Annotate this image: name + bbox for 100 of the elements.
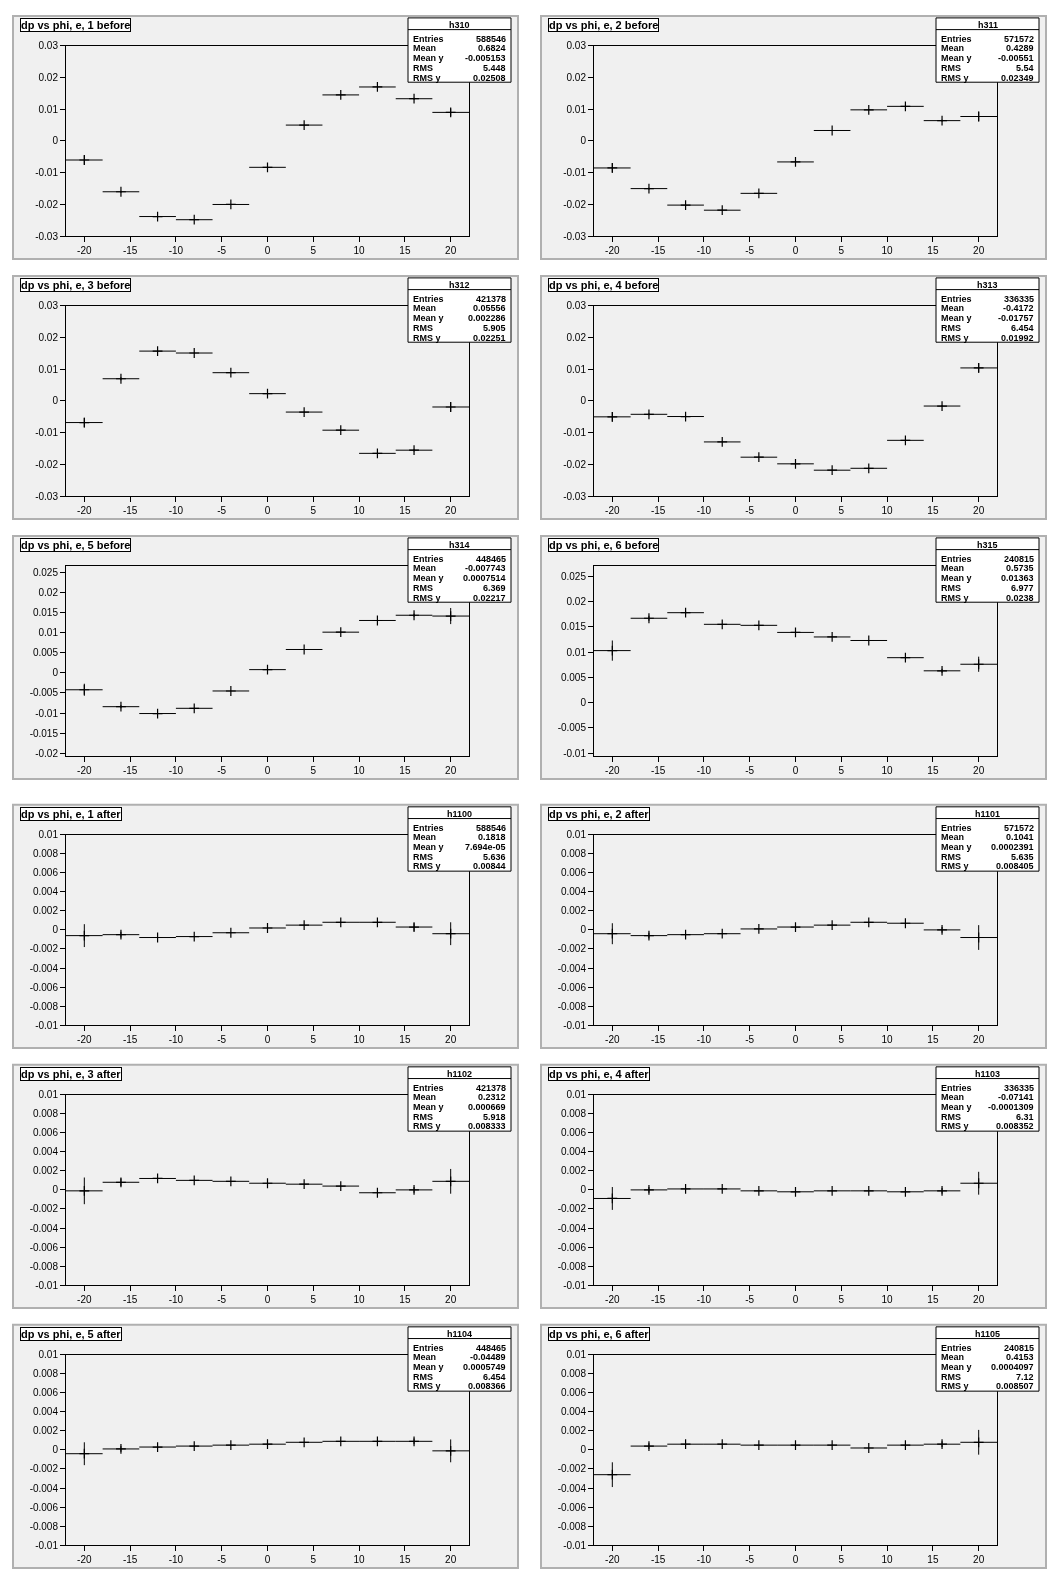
point [753,619,765,631]
point [335,89,347,101]
text: h315 [977,540,998,550]
y-tick-label: -0.02 [35,747,59,759]
point [753,187,765,199]
x-tick-label: -5 [745,505,755,517]
y-tick-label: 0.01 [38,103,59,115]
y-tick-label: 0.01 [566,829,587,841]
x-tick-label: -10 [168,1294,184,1306]
y-tick-label: 0.002 [32,1165,59,1177]
point [335,424,347,436]
point [606,1192,618,1204]
x-tick-label: -15 [650,505,666,517]
text: RMS y 0.008405 [941,861,1034,871]
text: Entries 571572 [941,34,1035,44]
text: Entries 588546 [413,823,507,833]
x-tick-label: 5 [838,1554,845,1566]
point [936,400,948,412]
point [262,388,273,400]
y-tick-label: -0.006 [29,981,59,993]
x-tick-label: 20 [445,245,457,257]
y-tick-label: -0.004 [557,962,587,974]
x-tick-label: -10 [168,505,184,517]
text: h1102 [447,1069,473,1079]
x-tick-label: -5 [745,245,755,257]
x-tick-label: 0 [264,1034,271,1046]
x-tick-label: -15 [122,1294,138,1306]
x-tick-label: 20 [973,1554,985,1566]
y-tick-label: -0.01 [563,427,587,439]
text: Mean y 0.002286 [413,313,506,323]
text: Mean -0.07141 [941,1092,1034,1102]
y-tick-label: -0.008 [557,1520,587,1532]
chart-title: dp vs phi, e, 3 after [21,1068,122,1080]
point [899,1439,911,1451]
text: RMS 5.54 [941,63,1034,73]
point [680,1438,692,1450]
y-tick-label: 0.02 [38,586,59,598]
chart-title: dp vs phi, e, 6 after [549,1328,650,1340]
text: h311 [978,20,999,30]
point [716,618,728,630]
point [408,609,420,621]
x-tick-label: -5 [217,1034,227,1046]
point [188,347,200,359]
point [188,702,200,714]
text: RMS 6.369 [413,583,506,593]
text: Mean 0.2312 [413,1092,506,1102]
point [973,1436,985,1448]
point [826,464,838,476]
y-tick-label: 0 [580,135,587,147]
text: RMS 5.905 [413,323,506,333]
text: Mean y 0.01363 [941,573,1034,583]
y-tick-label: 0.02 [38,331,59,343]
y-tick-label: -0.002 [557,1203,587,1215]
x-tick-label: -5 [745,765,755,777]
y-tick-label: -0.008 [557,1260,587,1272]
x-tick-label: -10 [696,245,712,257]
chart-title: dp vs phi, e, 2 after [549,808,650,820]
point [973,658,985,670]
text: RMS y 0.0238 [941,593,1034,603]
point [716,436,728,448]
point [899,434,911,446]
text: RMS 6.977 [941,583,1034,593]
x-tick-label: -20 [605,1294,620,1306]
y-tick-label: -0.008 [29,1260,59,1272]
y-tick-label: -0.004 [29,1222,59,1234]
y-tick-label: 0.025 [32,566,59,578]
y-tick-label: 0.01 [566,363,587,375]
y-tick-label: 0.01 [566,646,587,658]
y-tick-label: -0.004 [557,1222,587,1234]
text: RMS y 0.02508 [413,73,506,83]
x-tick-label: 0 [792,1034,799,1046]
y-tick-label: -0.01 [35,707,59,719]
chart-title: dp vs phi, e, 3 before [21,279,131,291]
point [445,610,457,622]
x-tick-label: -5 [217,245,227,257]
text: Mean y 0.0005749 [413,1362,506,1372]
point [298,406,310,418]
y-tick-label: 0.015 [32,606,59,618]
y-tick-label: -0.004 [557,1482,587,1494]
x-tick-label: -5 [217,1554,227,1566]
point [716,204,728,216]
y-tick-label: 0.008 [560,1108,587,1120]
y-tick-label: -0.02 [35,458,59,470]
point [936,1438,948,1450]
text: Mean 0.6824 [413,43,506,53]
x-tick-label: 10 [353,1034,366,1046]
x-tick-label: 5 [310,765,317,777]
x-tick-label: 20 [973,1294,985,1306]
x-tick-label: 10 [881,505,894,517]
y-tick-label: -0.006 [29,1501,59,1513]
chart-title: dp vs phi, e, 4 before [549,279,659,291]
x-tick-label: 10 [353,765,366,777]
text: h310 [449,20,470,30]
y-tick-label: -0.03 [563,490,587,502]
x-tick-label: 10 [881,765,894,777]
x-tick-label: 15 [399,765,411,777]
y-tick-label: 0.02 [38,71,59,83]
text: Mean y -0.00551 [941,53,1034,63]
point [225,367,237,379]
x-tick-label: 0 [792,1554,799,1566]
